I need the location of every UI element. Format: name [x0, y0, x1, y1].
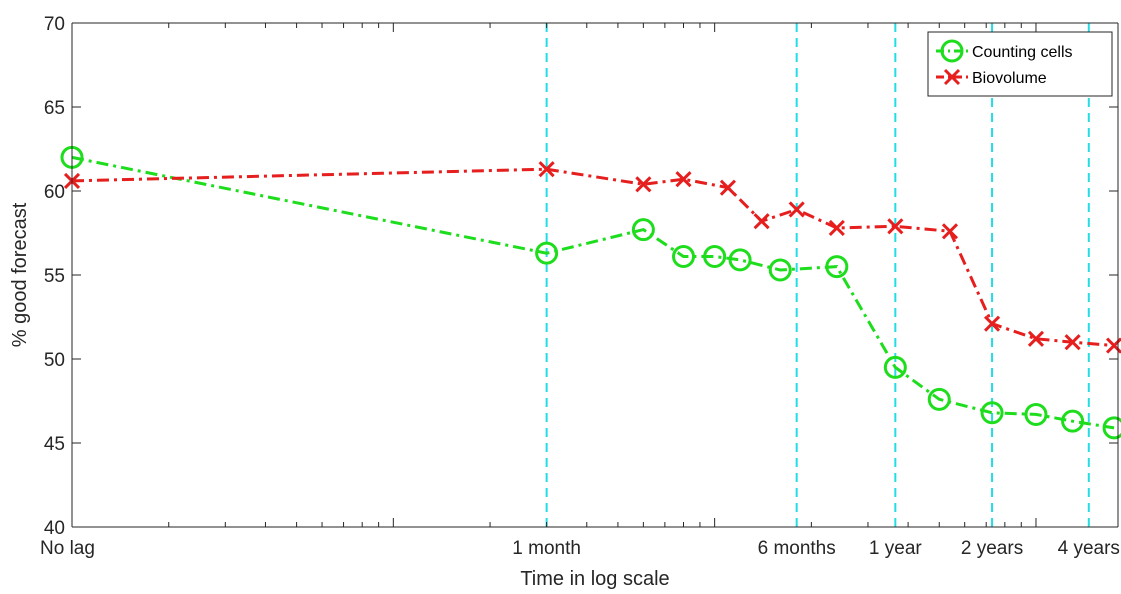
series-line-biovolume: [72, 169, 1114, 345]
y-tick-label: 40: [44, 518, 65, 539]
y-axis-title: % good forecast: [9, 202, 31, 347]
y-tick-label: 50: [44, 350, 65, 371]
data-point-biovolume: [943, 224, 957, 238]
series-line-counting-cells: [72, 157, 1114, 428]
x-tick-label: 2 years: [961, 538, 1023, 559]
legend-label: Counting cells: [972, 44, 1073, 61]
data-point-biovolume: [1107, 339, 1121, 353]
y-tick-label: 65: [44, 98, 65, 119]
x-tick-label: 1 month: [512, 538, 581, 559]
reference-lines: [547, 23, 1089, 527]
series-layer: [62, 147, 1121, 437]
series-biovolume: [65, 162, 1121, 352]
legend: Counting cells Biovolume: [928, 32, 1112, 96]
x-axis-title: Time in log scale: [520, 568, 669, 590]
x-tick-label: 4 years: [1058, 538, 1120, 559]
y-tick-label: 60: [44, 182, 65, 203]
data-point-biovolume: [755, 214, 769, 228]
y-tick-label: 45: [44, 434, 65, 455]
x-tick-label: No lag: [40, 538, 95, 559]
y-tick-label: 55: [44, 266, 65, 287]
y-tick-label: 70: [44, 14, 65, 35]
series-counting-cells: [62, 147, 1121, 437]
x-tick-label: 6 months: [758, 538, 836, 559]
legend-label: Biovolume: [972, 70, 1047, 87]
x-tick-label: 1 year: [869, 538, 922, 559]
